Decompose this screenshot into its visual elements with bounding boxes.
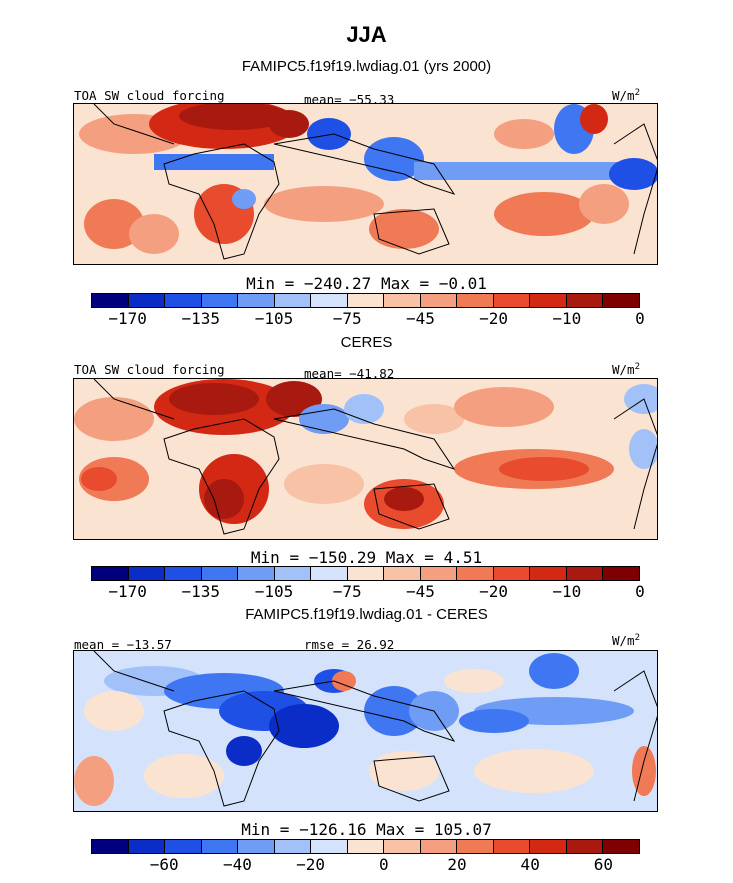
colorbar-swatch	[384, 840, 421, 853]
colorbar-swatch	[311, 840, 348, 853]
colorbar-swatch	[347, 567, 385, 580]
colorbar-swatch	[420, 294, 458, 307]
colorbar-swatch	[420, 840, 458, 853]
panel-1-minmax: Min = −240.27 Max = −0.01	[246, 274, 487, 293]
colorbar-swatch	[566, 840, 604, 853]
colorbar-swatch	[274, 840, 312, 853]
colorbar-tick-label: −170	[108, 309, 147, 328]
season-title: JJA	[346, 22, 387, 47]
colorbar-tick-label: −105	[254, 582, 294, 601]
colorbar-swatch	[457, 840, 494, 853]
colorbar-swatch	[493, 840, 531, 853]
colorbar-swatch	[493, 567, 531, 580]
colorbar-swatch	[238, 294, 275, 307]
colorbar-swatch	[566, 294, 604, 307]
colorbar-swatch	[238, 567, 275, 580]
colorbar-swatch	[493, 294, 531, 307]
colorbar-swatch	[128, 567, 166, 580]
colorbar-swatch	[165, 567, 202, 580]
panel-3-units: W/m2	[612, 633, 640, 649]
colorbar-tick-label: 40	[520, 855, 540, 874]
colorbar-swatch	[201, 840, 239, 853]
colorbar-swatch	[311, 567, 348, 580]
colorbar-swatch	[530, 294, 567, 307]
panel-1-field-label: TOA SW cloud forcing	[74, 88, 225, 103]
colorbar-swatch	[274, 567, 312, 580]
panel-3-map	[73, 650, 658, 812]
colorbar-swatch	[603, 567, 639, 580]
colorbar-swatch	[530, 840, 567, 853]
colorbar-tick-label: −170	[108, 582, 147, 601]
panel-2-colorbar	[91, 566, 640, 581]
colorbar-tick-label: −105	[254, 309, 294, 328]
colorbar-tick-label: −40	[222, 855, 252, 874]
colorbar-swatch	[566, 567, 604, 580]
colorbar-swatch	[420, 567, 458, 580]
colorbar-swatch	[201, 567, 239, 580]
colorbar-swatch	[347, 840, 385, 853]
panel-3-rmse-label: rmse = 26.92	[304, 637, 395, 652]
panel-2-mean-label: mean= −41.82	[304, 366, 395, 381]
panel-3-colorbar-ticks: −60 −40 −20 0 20 40 60	[91, 855, 640, 875]
colorbar-tick-label: −135	[181, 309, 221, 328]
colorbar-tick-label: −20	[479, 582, 509, 601]
colorbar-tick-label: −45	[405, 582, 435, 601]
colorbar-tick-label: −60	[149, 855, 179, 874]
panel-2-subtitle: CERES	[340, 334, 393, 351]
colorbar-tick-label: 0	[635, 309, 645, 328]
colorbar-tick-label: −10	[552, 582, 582, 601]
colorbar-tick-label: −135	[181, 582, 221, 601]
panel-1-map	[73, 103, 658, 265]
colorbar-tick-label: −75	[332, 309, 362, 328]
colorbar-swatch	[238, 840, 275, 853]
panel-1-colorbar-ticks: −170 −135 −105 −75 −45 −20 −10 0	[91, 309, 644, 329]
colorbar-swatch	[92, 294, 129, 307]
colorbar-swatch	[530, 567, 567, 580]
colorbar-tick-label: 0	[635, 582, 645, 601]
colorbar-swatch	[165, 294, 202, 307]
panel-2-map	[73, 378, 658, 540]
colorbar-swatch	[165, 840, 202, 853]
colorbar-swatch	[311, 294, 348, 307]
colorbar-tick-label: −10	[552, 309, 582, 328]
panel-3-minmax: Min = −126.16 Max = 105.07	[241, 820, 492, 839]
colorbar-swatch	[603, 840, 639, 853]
colorbar-tick-label: −20	[479, 309, 509, 328]
colorbar-swatch	[384, 294, 421, 307]
colorbar-tick-label: 60	[593, 855, 614, 874]
colorbar-tick-label: 0	[378, 855, 389, 874]
colorbar-swatch	[274, 294, 312, 307]
colorbar-swatch	[384, 567, 421, 580]
panel-1-colorbar	[91, 293, 640, 308]
colorbar-swatch	[92, 840, 129, 853]
colorbar-tick-label: −45	[405, 309, 435, 328]
panel-3-subtitle: FAMIPC5.f19f19.lwdiag.01 - CERES	[245, 606, 488, 623]
panel-3-colorbar	[91, 839, 640, 854]
colorbar-swatch	[92, 567, 129, 580]
colorbar-swatch	[347, 294, 385, 307]
colorbar-swatch	[128, 294, 166, 307]
colorbar-swatch	[201, 294, 239, 307]
colorbar-swatch	[457, 567, 494, 580]
panel-3-mean-label: mean = −13.57	[74, 637, 172, 652]
panel-2-colorbar-ticks: −170 −135 −105 −75 −45 −20 −10 0	[91, 582, 644, 602]
colorbar-tick-label: −75	[332, 582, 362, 601]
colorbar-tick-label: 20	[447, 855, 467, 874]
colorbar-swatch	[128, 840, 166, 853]
panel-2-minmax: Min = −150.29 Max = 4.51	[250, 548, 483, 567]
panel-1-subtitle: FAMIPC5.f19f19.lwdiag.01 (yrs 2000)	[241, 58, 492, 75]
panel-2-units: W/m2	[612, 362, 640, 378]
colorbar-swatch	[603, 294, 639, 307]
colorbar-tick-label: −20	[296, 855, 326, 874]
panel-1-units: W/m2	[612, 88, 640, 104]
colorbar-swatch	[457, 294, 494, 307]
panel-2-field-label: TOA SW cloud forcing	[74, 362, 225, 377]
